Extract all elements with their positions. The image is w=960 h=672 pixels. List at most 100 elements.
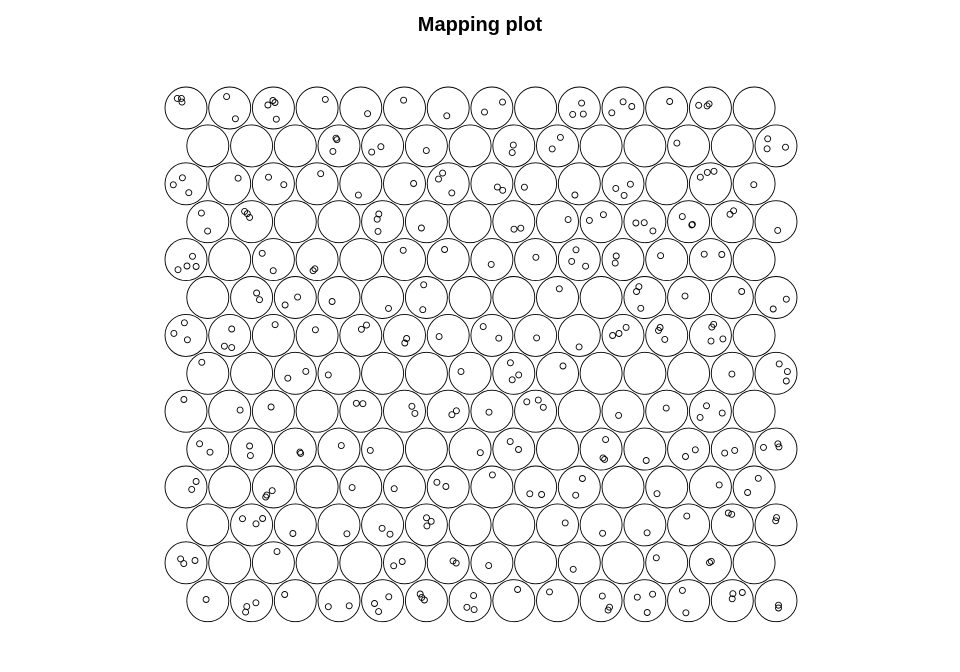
mapped-point <box>533 334 541 342</box>
som-unit-circle <box>732 162 776 206</box>
som-unit-circle <box>273 200 317 244</box>
mapped-point <box>678 213 686 221</box>
som-unit-circle <box>623 427 667 471</box>
som-unit-circle <box>579 579 623 623</box>
som-unit-circle <box>186 351 230 395</box>
som-unit-circle <box>273 124 317 168</box>
som-unit-circle <box>667 200 711 244</box>
som-unit-circle <box>710 124 754 168</box>
mapped-point <box>688 221 696 229</box>
som-unit-circle <box>514 541 558 585</box>
som-unit-circle <box>754 579 798 623</box>
mapped-point <box>653 490 661 498</box>
mapped-point <box>401 339 409 347</box>
som-unit-circle <box>601 313 645 357</box>
mapped-point <box>192 478 200 485</box>
som-unit-circle <box>339 465 383 509</box>
mapped-point <box>606 603 613 611</box>
som-unit-circle <box>208 541 252 585</box>
mapped-point <box>457 368 465 376</box>
mapped-point <box>718 409 726 417</box>
mapped-point <box>774 226 782 234</box>
mapped-point <box>649 227 657 235</box>
mapped-point <box>317 170 325 178</box>
mapped-point <box>328 298 336 305</box>
mapped-point <box>506 438 514 446</box>
mapped-point <box>481 108 488 116</box>
mapped-point <box>183 336 191 344</box>
som-unit-circle <box>710 503 754 547</box>
som-unit-circle <box>251 541 295 585</box>
mapped-point <box>185 189 193 197</box>
mapped-point <box>726 210 734 218</box>
som-unit-circle <box>645 465 689 509</box>
som-unit-circle <box>732 541 776 585</box>
mapped-point <box>439 169 447 177</box>
mapped-point <box>273 548 281 556</box>
som-unit-circle <box>295 86 339 130</box>
som-unit-circle <box>230 124 274 168</box>
mapped-point <box>271 99 279 106</box>
mapped-point <box>724 509 732 517</box>
som-unit-circle <box>514 465 558 509</box>
mapped-point <box>763 145 771 153</box>
som-unit-circle <box>230 200 274 244</box>
som-unit-circle <box>492 351 536 395</box>
mapped-point <box>378 524 386 532</box>
mapped-point <box>628 103 636 110</box>
mapped-point <box>470 592 478 600</box>
som-unit-circle <box>557 238 601 282</box>
mapped-point <box>241 207 249 215</box>
som-unit-circle <box>536 200 579 244</box>
mapped-point <box>321 95 329 103</box>
mapped-point <box>526 490 534 498</box>
mapped-point <box>386 530 394 538</box>
mapped-point <box>546 588 553 596</box>
mapped-point <box>463 603 471 611</box>
som-unit-circle <box>688 162 732 206</box>
som-unit-circle <box>667 579 711 623</box>
mapped-point <box>534 396 542 404</box>
chart-title: Mapping plot <box>417 14 543 36</box>
som-unit-circle <box>557 389 601 433</box>
som-unit-circle <box>383 86 426 130</box>
som-unit-circle <box>470 465 514 509</box>
mapped-point <box>390 562 398 570</box>
som-unit-circle <box>601 465 645 509</box>
som-unit-circle <box>361 124 405 168</box>
mapped-point <box>280 181 288 189</box>
som-unit-circle <box>536 427 579 471</box>
som-unit-circle <box>536 579 579 623</box>
mapped-point <box>191 557 199 564</box>
mapped-point <box>575 343 583 351</box>
som-unit-circle <box>361 579 405 623</box>
mapped-point <box>710 320 718 328</box>
mapped-point <box>678 586 686 594</box>
som-unit-circle <box>186 124 230 168</box>
mapped-point <box>178 98 186 106</box>
som-unit-circle <box>710 351 754 395</box>
som-unit-circle <box>579 503 623 547</box>
mapped-point <box>448 411 456 419</box>
mapped-point <box>309 267 317 275</box>
mapped-point <box>571 191 579 199</box>
som-unit-circle <box>251 465 295 509</box>
mapped-point <box>390 485 398 493</box>
mapped-point <box>637 304 645 312</box>
mapped-point <box>691 446 699 454</box>
som-unit-circle <box>251 389 295 433</box>
mapped-point <box>602 436 610 444</box>
som-unit-circle <box>579 200 623 244</box>
mapped-point <box>197 209 205 217</box>
mapped-point <box>569 565 577 573</box>
mapped-point <box>703 102 711 110</box>
som-unit-circle <box>514 238 558 282</box>
mapped-point <box>177 94 185 102</box>
mapped-point <box>764 135 772 143</box>
mapped-point <box>615 411 623 419</box>
mapped-point <box>718 251 726 258</box>
mapped-point <box>294 293 302 301</box>
mapped-point <box>612 184 620 192</box>
mapped-point <box>242 608 250 616</box>
mapped-point <box>608 109 616 117</box>
